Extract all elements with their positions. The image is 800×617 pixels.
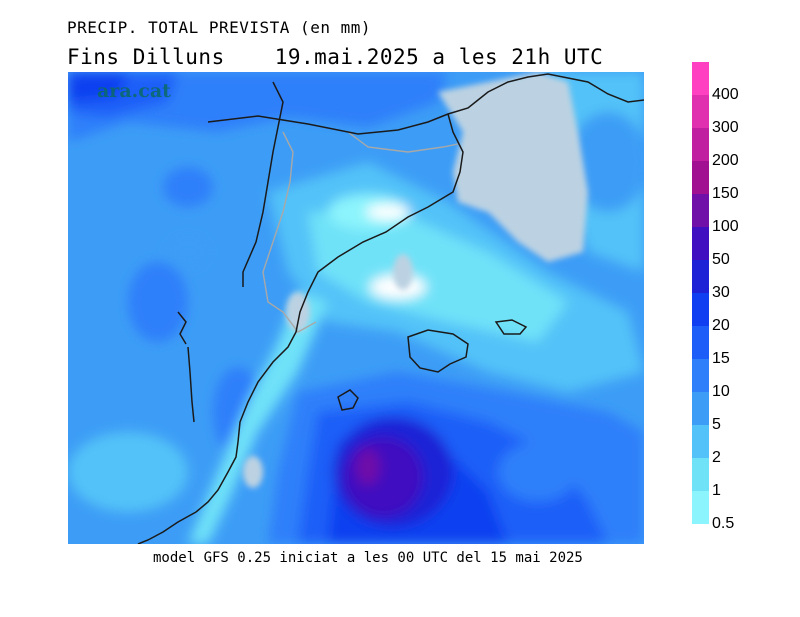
legend-label: 0.5 [712, 515, 735, 532]
political-border-north [347, 131, 459, 153]
legend-label: 10 [712, 383, 730, 400]
legend-label: 30 [712, 284, 730, 301]
legend-label: 300 [712, 119, 739, 136]
map-canvas [68, 72, 644, 544]
ara-cat-logo: ara.cat [97, 80, 171, 102]
color-legend [692, 62, 709, 524]
legend-label: 2 [712, 449, 721, 466]
map-title: PRECIP. TOTAL PREVISTA (en mm) [67, 18, 371, 37]
valid-datetime: 19.mai.2025 a les 21h UTC [274, 45, 604, 69]
legend-swatch [692, 128, 709, 161]
legend-swatch [692, 326, 709, 359]
legend-swatch [692, 95, 709, 128]
legend-label: 20 [712, 317, 730, 334]
valid-day: Fins Dilluns [67, 45, 225, 69]
legend-label: 5 [712, 416, 721, 433]
legend-swatch [692, 161, 709, 194]
map-valid-time: Fins Dilluns 19.mai.2025 a les 21h UTC [67, 45, 603, 69]
legend-label: 150 [712, 185, 739, 202]
legend-swatch [692, 260, 709, 293]
legend-swatch [692, 425, 709, 458]
legend-swatch [692, 293, 709, 326]
legend-swatch [692, 227, 709, 260]
legend-swatch [692, 359, 709, 392]
legend-label: 1 [712, 482, 721, 499]
legend-swatch [692, 392, 709, 425]
model-run-caption: model GFS 0.25 iniciat a les 00 UTC del … [153, 550, 583, 566]
legend-swatch [692, 194, 709, 227]
legend-label: 200 [712, 152, 739, 169]
precipitation-map [68, 72, 644, 544]
legend-label: 400 [712, 86, 739, 103]
coastlines [137, 73, 644, 544]
legend-label: 15 [712, 350, 730, 367]
legend-label: 50 [712, 251, 730, 268]
legend-swatch [692, 458, 709, 491]
legend-swatch [692, 62, 709, 95]
political-border [262, 131, 317, 333]
legend-label: 100 [712, 218, 739, 235]
legend-swatch [692, 491, 709, 524]
